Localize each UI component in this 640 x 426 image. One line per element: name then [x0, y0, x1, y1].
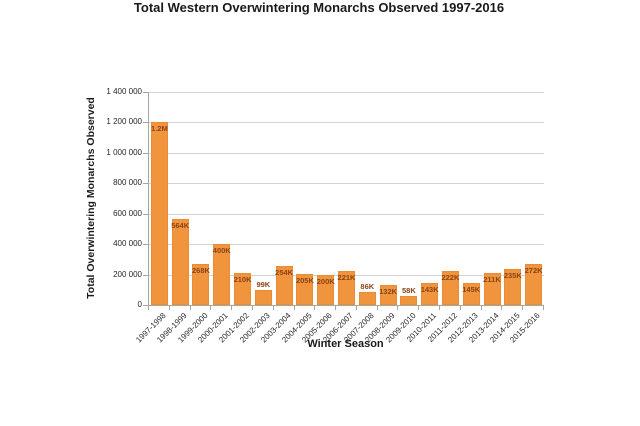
x-tick-mark	[439, 306, 440, 310]
x-tick-mark	[314, 306, 315, 310]
bar	[379, 285, 397, 305]
x-tick-mark	[273, 306, 274, 310]
bar	[296, 274, 314, 305]
bar-value-label: 222K	[441, 273, 460, 282]
bar-value-label: 268K	[192, 266, 210, 275]
y-tick-label: 400 000	[113, 239, 142, 249]
gridline	[149, 122, 544, 124]
x-tick-mark	[543, 306, 544, 310]
gridline	[149, 183, 544, 185]
x-tick-mark	[377, 306, 378, 310]
bar	[504, 269, 522, 305]
x-tick-mark	[148, 306, 149, 310]
bar-value-label: 99K	[256, 280, 271, 289]
x-tick-mark	[231, 306, 232, 310]
x-axis-title: Winter Season	[307, 338, 384, 350]
bar-value-label: 200K	[316, 277, 335, 286]
bar	[400, 296, 418, 305]
y-tick-label: 0	[137, 300, 142, 309]
bar	[525, 264, 543, 305]
y-tick-mark	[143, 305, 148, 306]
gridline	[149, 244, 544, 246]
bar	[441, 271, 459, 305]
bar	[358, 292, 376, 305]
x-tick-mark	[501, 306, 502, 310]
bar-value-label: 210K	[233, 275, 252, 284]
y-tick-label: 1 200 000	[106, 117, 142, 127]
bar-value-label: 132K	[379, 287, 398, 296]
bar-value-label: 254K	[275, 268, 294, 277]
x-tick-mark	[481, 306, 482, 310]
bar	[213, 244, 231, 305]
y-tick-label: 200 000	[113, 269, 142, 279]
bar-value-label: 145K	[462, 285, 481, 294]
x-tick-mark	[169, 306, 170, 310]
bar-value-label: 235K	[503, 271, 522, 280]
y-tick-mark	[143, 244, 148, 246]
gridline	[149, 213, 544, 215]
bar-value-label: 272K	[524, 266, 543, 275]
y-tick-mark	[143, 122, 148, 124]
bar-value-label: 564K	[171, 221, 190, 230]
x-tick-mark	[190, 306, 191, 310]
bar-value-label: 205K	[295, 276, 314, 285]
bar	[192, 264, 210, 305]
bar-value-label: 221K	[337, 273, 356, 282]
bar-value-label: 143K	[420, 285, 439, 294]
gridline	[149, 152, 544, 154]
x-tick-mark	[522, 306, 523, 310]
bar-value-label: 86K	[360, 282, 375, 291]
y-tick-mark	[143, 92, 148, 93]
x-tick-mark	[252, 306, 253, 310]
bar	[462, 283, 480, 305]
bar	[338, 271, 355, 305]
y-tick-label: 600 000	[113, 208, 142, 218]
y-tick-mark	[143, 213, 148, 215]
x-tick-mark	[335, 306, 336, 310]
gridline	[149, 92, 544, 93]
y-tick-mark	[143, 274, 148, 276]
x-tick-mark	[397, 306, 398, 310]
bar	[171, 219, 189, 305]
y-tick-mark	[143, 152, 148, 154]
y-tick-label: 1 400 000	[106, 87, 142, 96]
x-tick-mark	[460, 306, 461, 310]
bar-value-label: 211K	[483, 275, 501, 284]
bar	[150, 122, 168, 305]
bar	[275, 266, 293, 305]
x-tick-mark	[294, 306, 295, 310]
x-tick-mark	[356, 306, 357, 310]
bar-value-label: 400K	[212, 246, 231, 255]
bar	[483, 273, 501, 305]
bar	[234, 273, 252, 305]
bar	[421, 283, 439, 305]
x-tick-mark	[418, 306, 419, 310]
y-tick-label: 800 000	[113, 178, 142, 188]
chart-title: Total Western Overwintering Monarchs Obs…	[133, 0, 505, 15]
y-tick-mark	[143, 183, 148, 185]
bar-value-label: 1.2M	[151, 124, 168, 133]
bar	[317, 275, 335, 305]
plot-area: 1.2M 564K 268K 400K 210K 99K 254K 205K 200K 221K 8…	[148, 92, 544, 306]
x-tick-mark	[210, 306, 211, 310]
y-tick-label: 1 000 000	[106, 147, 142, 157]
bar	[254, 290, 272, 305]
bar-value-label: 58K	[401, 286, 416, 295]
